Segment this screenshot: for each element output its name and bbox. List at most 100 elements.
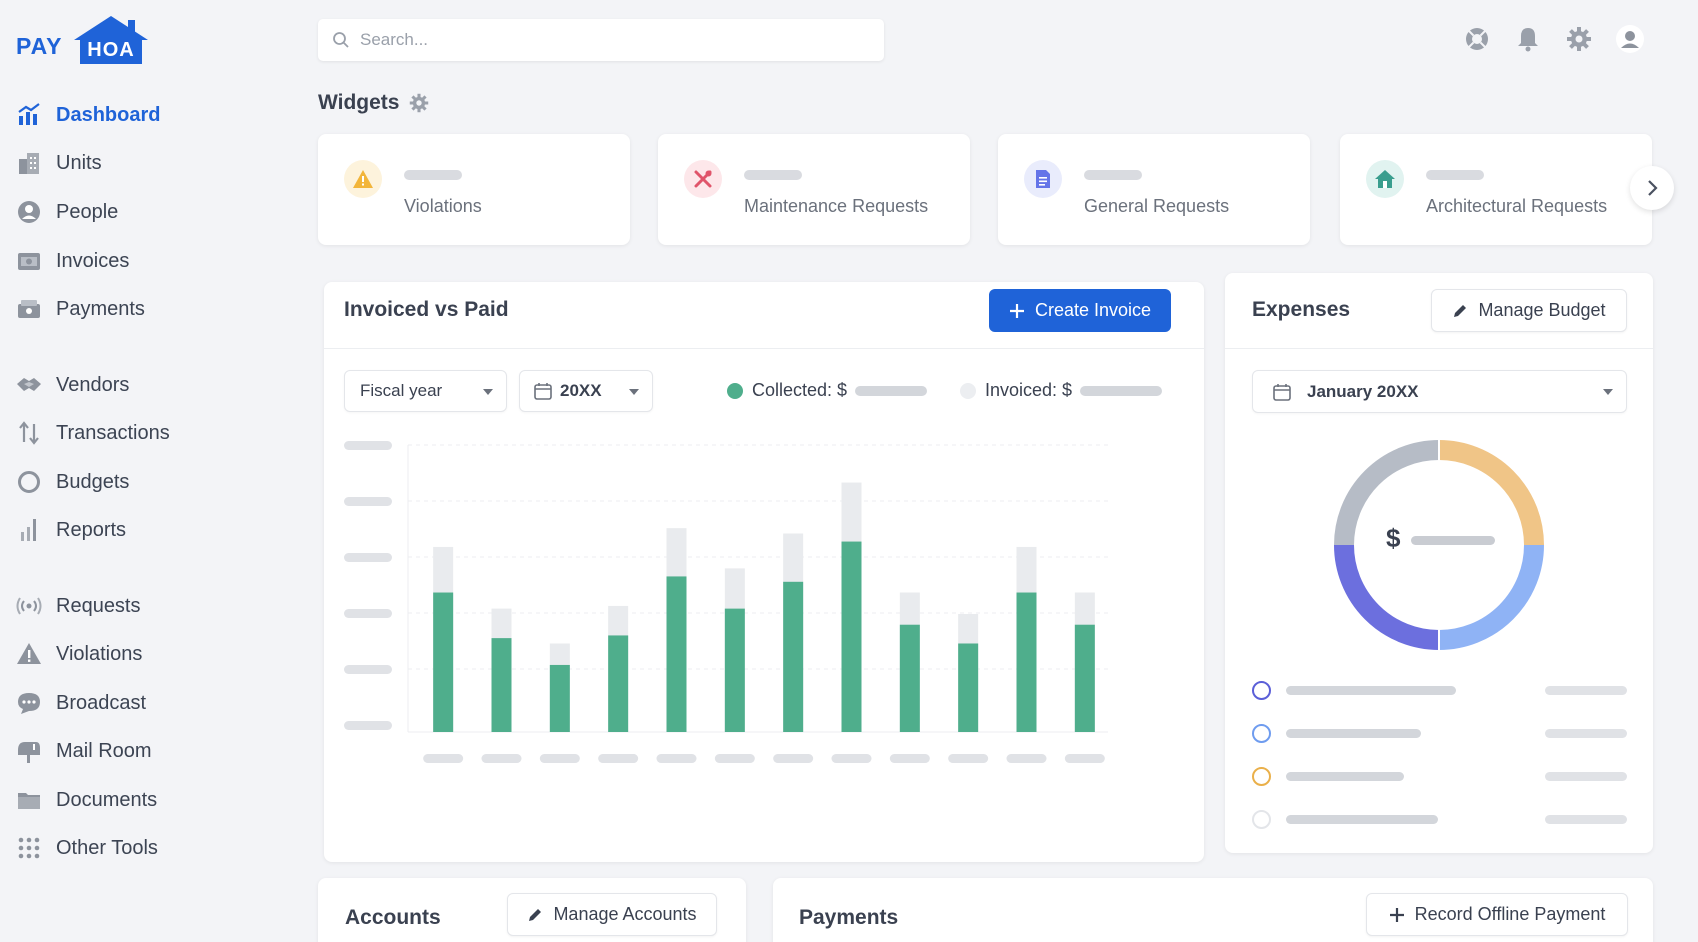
- user-avatar-icon[interactable]: [1613, 22, 1647, 56]
- sidebar-item-other-tools[interactable]: Other Tools: [16, 828, 158, 868]
- logo-text-pay: PAY: [16, 33, 63, 59]
- donut-segment: [1438, 440, 1544, 546]
- panel-title: Accounts: [345, 906, 441, 929]
- expense-legend-row: [1252, 766, 1627, 786]
- expenses-donut-chart: [1334, 440, 1544, 650]
- search-input[interactable]: [360, 30, 840, 50]
- year-select[interactable]: 20XX: [519, 370, 653, 412]
- sidebar-item-budgets[interactable]: Budgets: [16, 462, 129, 502]
- payhoa-logo[interactable]: PAY HOA: [16, 14, 154, 66]
- y-tick-label-placeholder: [344, 609, 392, 618]
- sidebar-item-label: Broadcast: [56, 691, 147, 714]
- mailbox-icon: [16, 738, 42, 764]
- legend-value-placeholder: [1545, 686, 1627, 695]
- house-icon: [1366, 160, 1404, 198]
- manage-budget-button[interactable]: Manage Budget: [1431, 289, 1627, 332]
- chevron-right-icon: [1648, 180, 1658, 196]
- sidebar-item-transactions[interactable]: Transactions: [16, 413, 170, 453]
- y-tick-label-placeholder: [344, 553, 392, 562]
- legend-ring-icon: [1252, 767, 1271, 786]
- sidebar-item-mail-room[interactable]: Mail Room: [16, 731, 152, 771]
- bell-icon[interactable]: [1511, 22, 1545, 56]
- legend-label-placeholder: [1286, 686, 1456, 695]
- chat-bubble-icon: [16, 690, 42, 716]
- year-select-value: 20XX: [560, 381, 602, 400]
- sidebar-item-payments[interactable]: Payments: [16, 289, 145, 329]
- donut-segment: [1438, 544, 1544, 650]
- widget-label: Maintenance Requests: [744, 196, 929, 216]
- widgets-next-button[interactable]: [1630, 166, 1674, 210]
- widget-general-requests[interactable]: General Requests: [998, 134, 1310, 245]
- logo-text-hoa: HOA: [88, 39, 135, 61]
- sidebar-item-violations[interactable]: Violations: [16, 634, 142, 674]
- sidebar-item-documents[interactable]: Documents: [16, 780, 157, 820]
- search-icon: [333, 32, 349, 48]
- search-bar[interactable]: [318, 19, 884, 61]
- legend-collected-label: Collected: $: [752, 380, 848, 400]
- legend-value-placeholder: [1080, 385, 1163, 396]
- house-logo-icon: HOA: [74, 16, 149, 64]
- bar-collected: [783, 581, 804, 732]
- widget-architectural-requests[interactable]: Architectural Requests: [1340, 134, 1652, 245]
- sidebar-item-requests[interactable]: Requests: [16, 586, 141, 626]
- handshake-icon: [16, 372, 42, 398]
- gear-icon[interactable]: [1562, 22, 1596, 56]
- widget-violations[interactable]: Violations: [318, 134, 630, 245]
- sidebar-item-label: Budgets: [56, 470, 130, 493]
- panel-divider: [1225, 348, 1653, 349]
- bar-chart-icon: [16, 517, 42, 543]
- sidebar: PAY HOA Dashboard Units People: [0, 0, 290, 942]
- sidebar-item-label: Reports: [56, 518, 127, 541]
- sidebar-item-label: Mail Room: [56, 739, 152, 762]
- grid-dots-icon: [16, 835, 42, 861]
- sidebar-item-dashboard[interactable]: Dashboard: [16, 95, 160, 135]
- sidebar-item-people[interactable]: People: [16, 192, 118, 232]
- donut-segment: [1334, 544, 1440, 650]
- bar-collected: [1074, 624, 1095, 732]
- legend-ring-icon: [1252, 724, 1271, 743]
- plus-icon: [1389, 907, 1405, 923]
- sidebar-item-label: Requests: [56, 594, 141, 617]
- sidebar-item-invoices[interactable]: Invoices: [16, 241, 129, 281]
- sidebar-item-label: Invoices: [56, 249, 130, 272]
- widgets-settings-gear-icon[interactable]: [409, 93, 429, 113]
- sidebar-item-label: People: [56, 200, 119, 223]
- help-lifebuoy-icon[interactable]: [1460, 22, 1494, 56]
- y-tick-label-placeholder: [344, 497, 392, 506]
- bar-collected: [549, 664, 570, 732]
- y-tick-label-placeholder: [344, 441, 392, 450]
- x-tick-label-placeholder: [423, 754, 464, 763]
- fiscal-year-select[interactable]: Fiscal year: [344, 370, 507, 412]
- sidebar-item-label: Documents: [56, 788, 158, 811]
- manage-accounts-button[interactable]: Manage Accounts: [507, 893, 717, 936]
- sidebar-item-vendors[interactable]: Vendors: [16, 365, 129, 405]
- document-icon: [1024, 160, 1062, 198]
- sidebar-item-label: Transactions: [56, 421, 170, 444]
- widget-maintenance-requests[interactable]: Maintenance Requests: [658, 134, 970, 245]
- legend-collected: Collected: $: [727, 380, 928, 401]
- widget-label: General Requests: [1084, 196, 1230, 216]
- payments-icon: [16, 296, 42, 322]
- record-offline-payment-button[interactable]: Record Offline Payment: [1366, 893, 1628, 936]
- manage-accounts-label: Manage Accounts: [553, 904, 697, 924]
- legend-label-placeholder: [1286, 815, 1438, 824]
- x-tick-label-placeholder: [889, 754, 930, 763]
- sidebar-item-broadcast[interactable]: Broadcast: [16, 683, 146, 723]
- donut-currency-label: $: [1386, 523, 1401, 553]
- x-tick-label-placeholder: [656, 754, 697, 763]
- widgets-title: Widgets: [318, 91, 400, 114]
- sidebar-item-reports[interactable]: Reports: [16, 510, 126, 550]
- create-invoice-button[interactable]: Create Invoice: [989, 289, 1171, 332]
- accounts-panel: Accounts Manage Accounts: [318, 878, 746, 942]
- x-tick-label-placeholder: [539, 754, 580, 763]
- sidebar-item-label: Other Tools: [56, 836, 158, 859]
- month-select[interactable]: January 20XX: [1252, 370, 1627, 413]
- x-tick-label-placeholder: [948, 754, 989, 763]
- plus-icon: [1009, 303, 1025, 319]
- sidebar-item-units[interactable]: Units: [16, 143, 102, 183]
- panel-divider: [324, 348, 1204, 349]
- bar-collected: [958, 643, 979, 732]
- legend-value-placeholder: [1545, 772, 1627, 781]
- legend-ring-icon: [1252, 681, 1271, 700]
- x-tick-label-placeholder: [598, 754, 639, 763]
